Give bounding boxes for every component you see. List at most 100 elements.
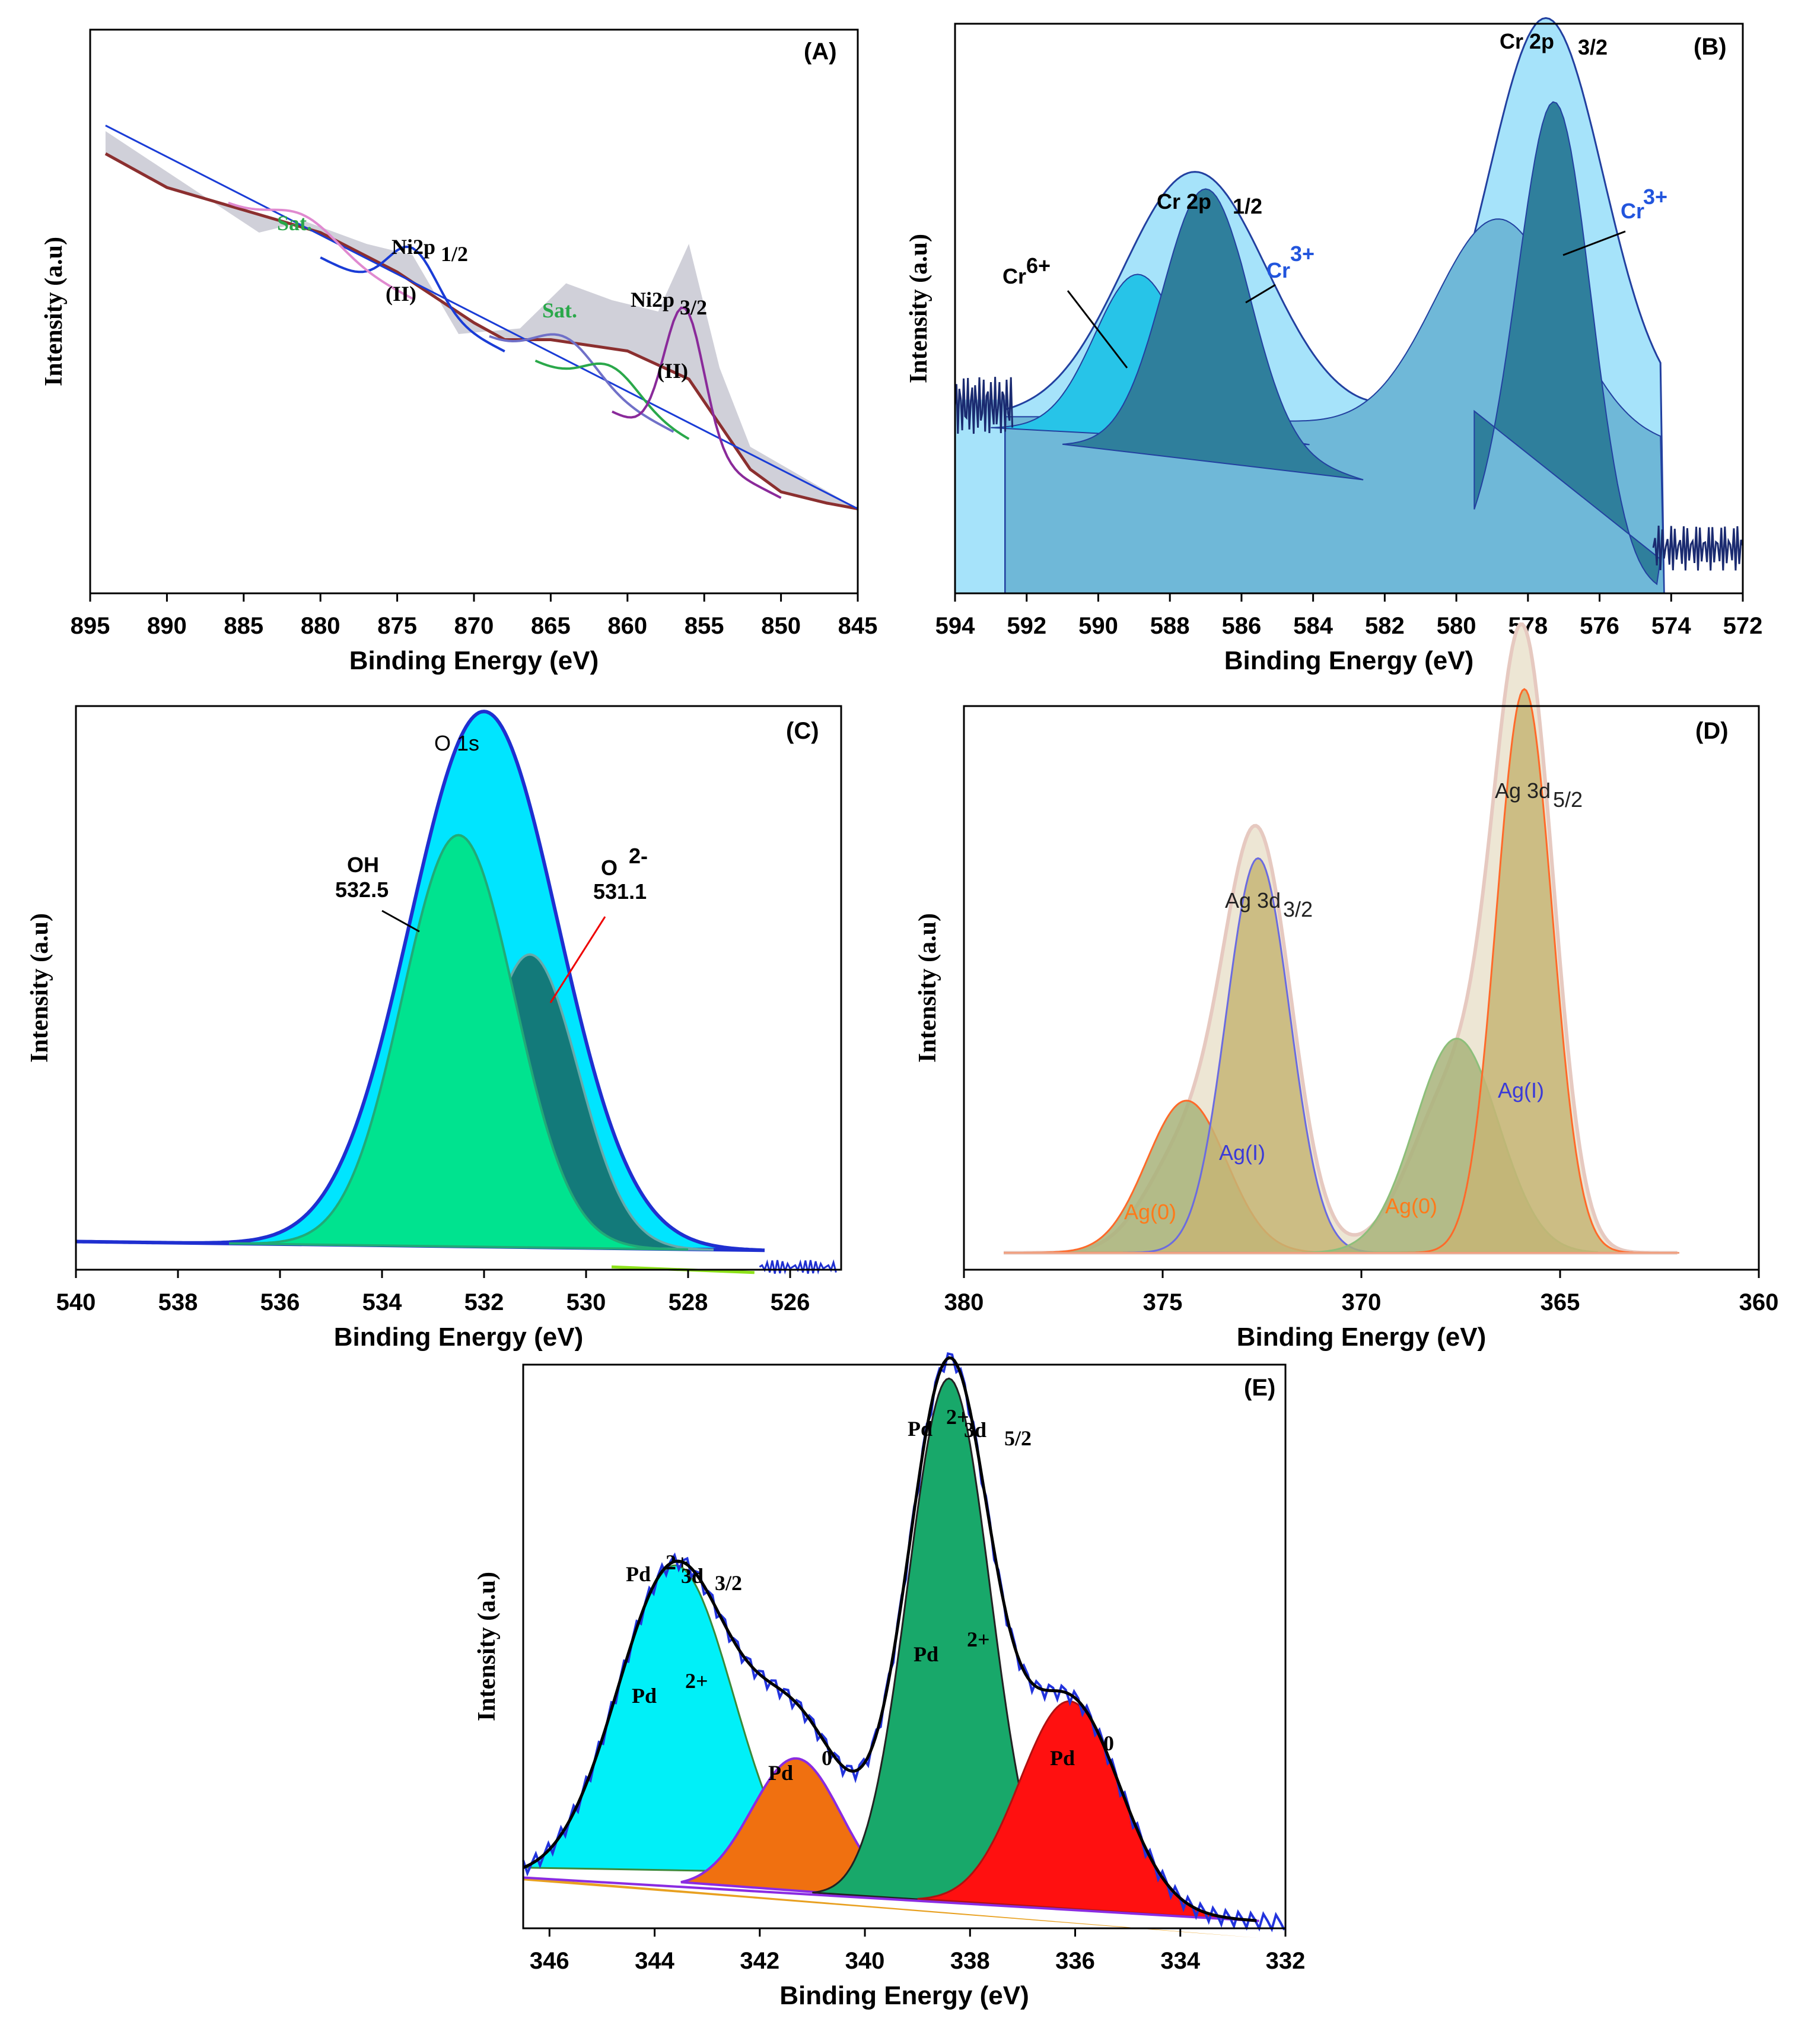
annotation-label: Pd [914, 1642, 938, 1666]
annotation-label: Ag(I) [1498, 1078, 1544, 1102]
annotation-label: (II) [386, 282, 416, 306]
x-tick-label: 532 [464, 1289, 504, 1315]
panel-label: (C) [786, 718, 819, 744]
x-axis-title: Binding Energy (eV) [334, 1323, 583, 1352]
annotation-label: Ag 3d [1225, 888, 1281, 913]
y-axis-title: Intensity (a.u) [473, 1572, 501, 1721]
annotation-label: O 1s [434, 731, 479, 755]
sat2-fit-line [489, 333, 674, 433]
y-axis-title: Intensity (a.u) [26, 913, 53, 1063]
annotation-label: 3/2 [1578, 35, 1608, 59]
x-tick-label: 342 [740, 1948, 779, 1974]
x-tick-label: 574 [1651, 613, 1691, 639]
y-axis-title: Intensity (a.u) [40, 237, 68, 386]
annotation-label: Pd [626, 1562, 651, 1586]
arrow-oh [381, 910, 420, 933]
annotation-label: 6+ [1026, 253, 1051, 278]
plot-frame [954, 23, 1744, 595]
x-tick-label: 584 [1293, 613, 1333, 639]
arrow-o2 [549, 916, 606, 1003]
x-tick-label: 540 [56, 1289, 96, 1315]
annotation-label: Ag(0) [1385, 1194, 1437, 1218]
x-tick-label: 592 [1007, 613, 1046, 639]
x-tick-label: 538 [158, 1289, 198, 1315]
x-axis-title: Binding Energy (eV) [349, 646, 599, 675]
x-tick-label: 875 [377, 613, 417, 639]
annotation-label: 1/2 [441, 242, 468, 266]
x-tick-label: 865 [531, 613, 571, 639]
annotation-label: 532.5 [335, 878, 389, 902]
ni2p12-fit-line [320, 245, 505, 352]
noise-right [1652, 525, 1744, 571]
y-axis-title: Intensity (a.u) [914, 913, 941, 1063]
annotation-label: 2- [629, 844, 648, 868]
annotation-label: (II) [657, 359, 688, 383]
sat3-fit-line [534, 360, 690, 440]
x-tick-label: 536 [260, 1289, 300, 1315]
plot-frame [522, 1363, 1287, 1929]
x-tick-label: 572 [1723, 613, 1763, 639]
x-tick-label: 845 [838, 613, 878, 639]
x-tick-label: 336 [1055, 1948, 1095, 1974]
annotation-label: 0 [822, 1746, 832, 1770]
annotation-label: 3+ [1290, 241, 1315, 266]
annotation-label: 0 [1103, 1731, 1114, 1755]
annotation-label: Ni2p [392, 235, 435, 259]
panel-b: Cr 2p 3/2Cr 2p 1/2Cr 6+ Cr3+Cr3+594 592 590 588… [905, 17, 1763, 675]
ni2p32-fit-line [612, 306, 782, 499]
annotation-label: 531.1 [593, 879, 647, 904]
annotation-label: 3d [681, 1564, 704, 1588]
panel-label: (A) [804, 39, 837, 65]
arrow-cr3-b [1562, 230, 1626, 256]
x-tick-label: 332 [1266, 1948, 1306, 1974]
annotation-label: 3/2 [715, 1571, 742, 1595]
annotation-label: 3d [964, 1418, 986, 1442]
x-tick-label: 594 [935, 613, 975, 639]
annotation-label: 5/2 [1004, 1426, 1032, 1450]
panel-label: (D) [1695, 718, 1729, 744]
annotation-label: Sat. [277, 211, 312, 235]
x-tick-label: 880 [301, 613, 340, 639]
annotation-label: Cr 2p [1500, 29, 1554, 53]
annotation-label: Pd [768, 1761, 793, 1785]
background-line [105, 125, 858, 510]
plot-frame [89, 28, 859, 595]
x-axis-title: Binding Energy (eV) [779, 1981, 1029, 2010]
panel-label: (B) [1694, 34, 1727, 60]
x-tick-label: 344 [635, 1948, 674, 1974]
annotation-label: 3/2 [680, 295, 707, 319]
x-tick-label: 582 [1365, 613, 1405, 639]
noise-left [954, 377, 1014, 434]
x-tick-label: 370 [1342, 1289, 1382, 1315]
panel-label: (E) [1244, 1375, 1275, 1401]
cr3-peak-area-b [1473, 101, 1662, 586]
x-tick-label: 365 [1541, 1289, 1580, 1315]
plot-frame [963, 705, 1760, 1271]
annotation-label: Sat. [542, 298, 577, 322]
plot-frame [75, 705, 842, 1271]
annotation-label: 2+ [685, 1669, 708, 1693]
x-tick-label: 380 [944, 1289, 984, 1315]
x-tick-label: 375 [1143, 1289, 1183, 1315]
x-tick-label: 360 [1739, 1289, 1779, 1315]
annotation-label: Pd [1050, 1746, 1075, 1770]
panel-d: Ag 3d 3/2Ag 3d 5/2Ag(I)Ag(0)Ag(I)Ag(0)380 3… [914, 622, 1779, 1352]
x-tick-label: 528 [669, 1289, 708, 1315]
annotation-label: 2+ [967, 1627, 990, 1651]
annotation-label: Cr 2p [1157, 189, 1211, 214]
background-line [523, 1876, 1259, 1922]
annotation-label: OH [347, 853, 379, 877]
x-tick-label: 530 [566, 1289, 606, 1315]
x-tick-label: 338 [950, 1948, 990, 1974]
annotation-label: Ag 3d [1495, 778, 1551, 803]
x-tick-label: 340 [845, 1948, 885, 1974]
x-axis-title: Binding Energy (eV) [1224, 646, 1473, 675]
annotation-label: Ag(I) [1219, 1140, 1265, 1165]
cr3-peak-area [1062, 188, 1364, 481]
annotation-label: Cr [1266, 258, 1290, 282]
sat1-fit-line [228, 202, 413, 300]
x-tick-label: 334 [1160, 1948, 1200, 1974]
